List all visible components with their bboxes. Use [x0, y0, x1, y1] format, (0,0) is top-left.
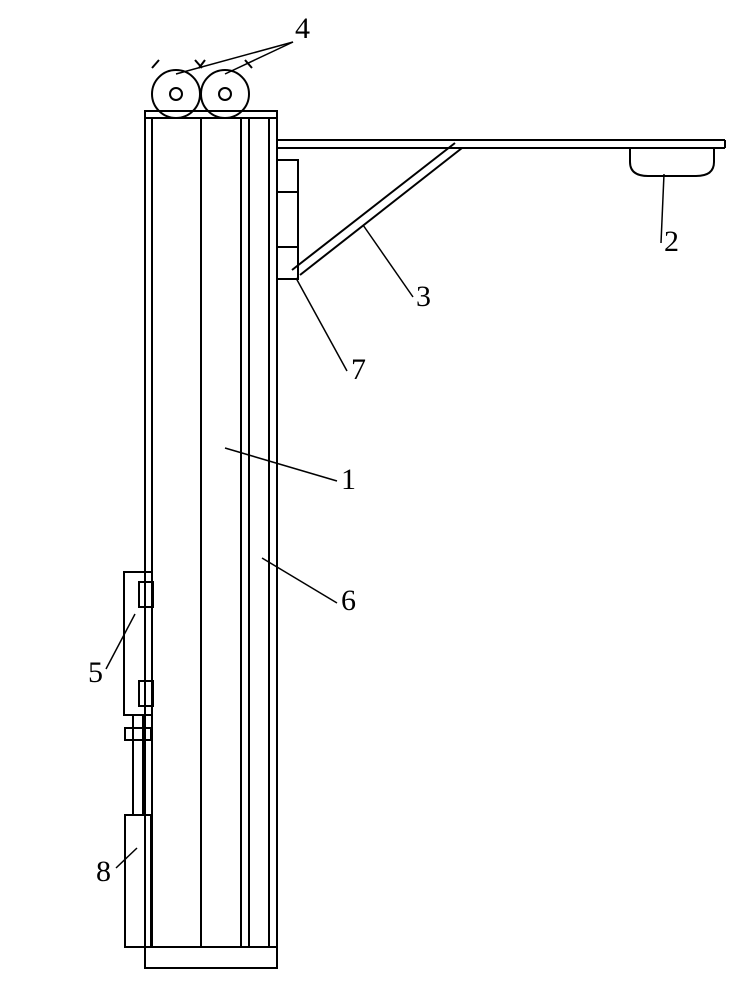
brace [292, 143, 462, 275]
column [145, 118, 277, 947]
slider-top [277, 160, 298, 192]
label-8: 8 [96, 855, 111, 889]
arm [277, 140, 725, 148]
cylinder [124, 572, 153, 815]
slider-bottom [277, 247, 298, 279]
pulley-left-flanges [152, 60, 202, 68]
label-3: 3 [416, 280, 431, 314]
label-5: 5 [88, 656, 103, 690]
schematic-svg [0, 0, 753, 1000]
diagram-canvas: 4 2 3 7 1 6 5 8 [0, 0, 753, 1000]
lamp [630, 148, 714, 176]
label-2: 2 [664, 225, 679, 259]
label-4: 4 [295, 12, 310, 46]
label-7: 7 [351, 353, 366, 387]
motor [125, 815, 151, 947]
base-plate [145, 947, 277, 968]
label-6: 6 [341, 584, 356, 618]
label-1: 1 [341, 463, 356, 497]
leader-lines [106, 42, 664, 868]
